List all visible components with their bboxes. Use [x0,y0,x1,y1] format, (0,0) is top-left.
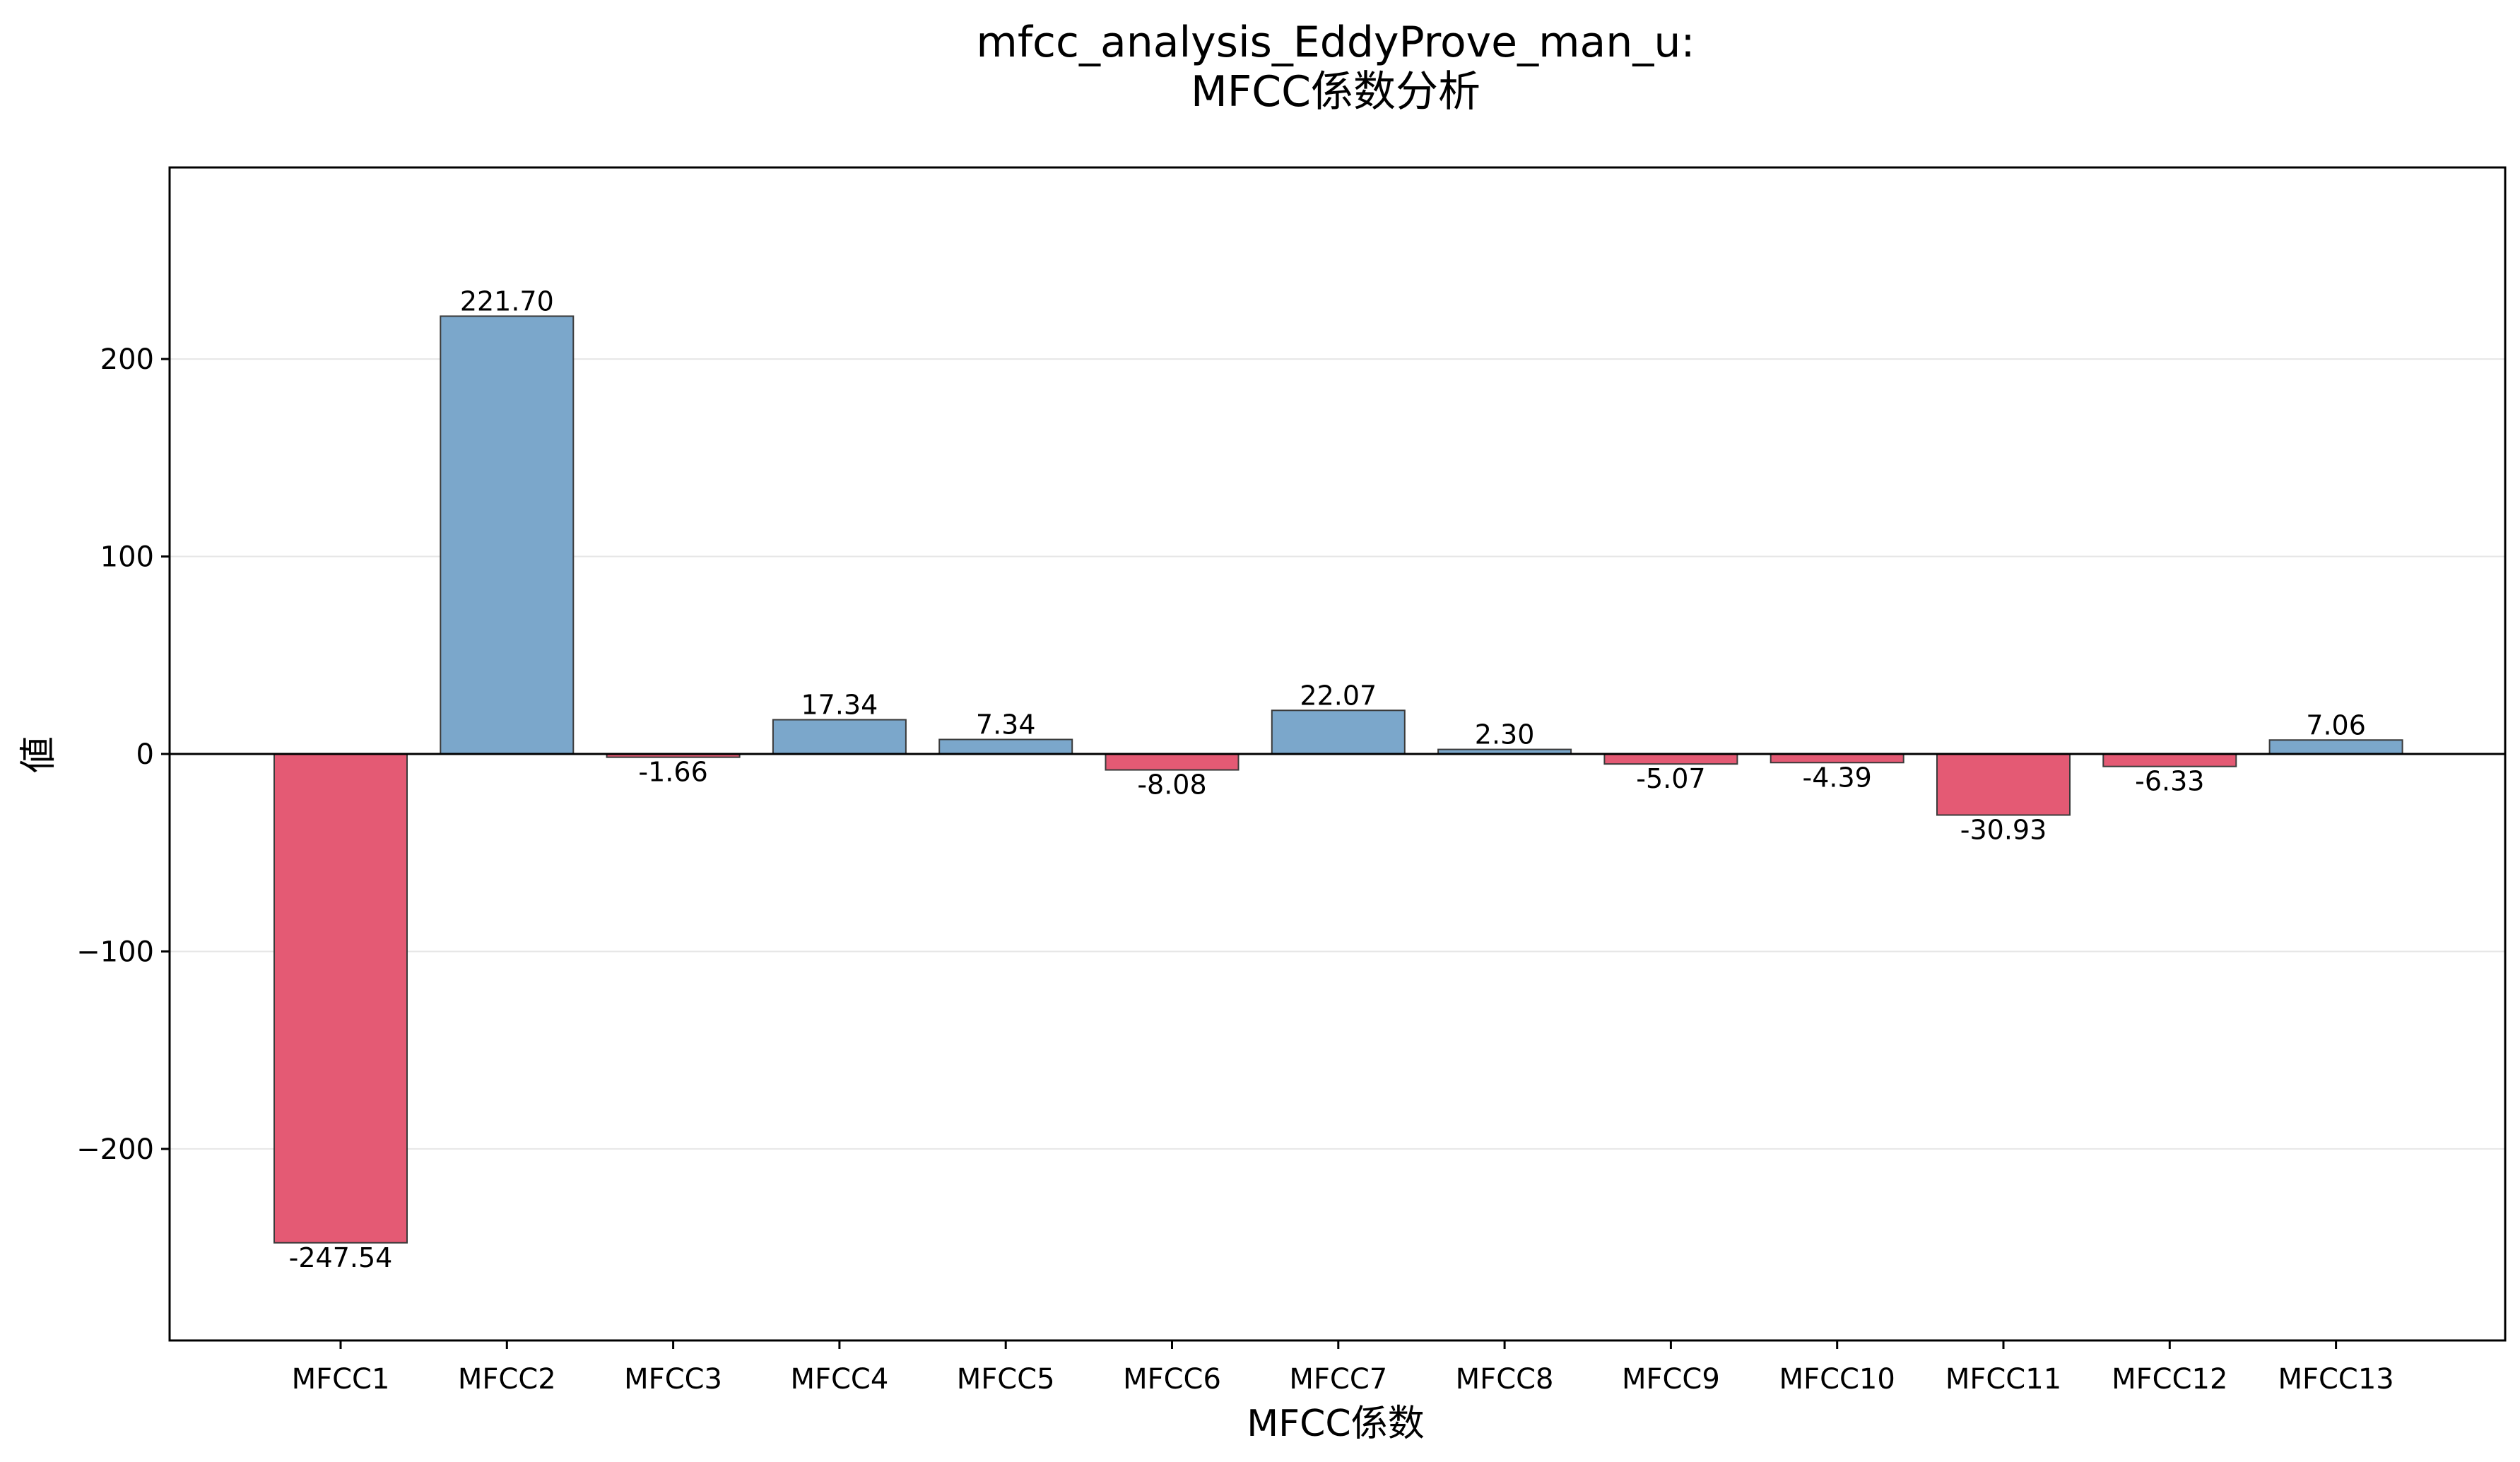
x-tick-label: MFCC12 [2112,1363,2227,1396]
data-label: 22.07 [1300,680,1377,711]
x-tick-label: MFCC11 [1945,1363,2061,1396]
data-label: -247.54 [289,1242,393,1273]
x-tick-label: MFCC4 [790,1363,888,1396]
data-label: -5.07 [1636,763,1705,794]
bar-mfcc13 [2268,739,2403,755]
y-tick-label: 0 [136,738,154,771]
chart-title-line2: MFCC係数分析 [1191,67,1480,117]
data-labels: -247.54 221.70 -1.66 17.34 7.34 -8.08 22.07 2.3… [289,285,2366,1273]
x-tick-label: MFCC5 [957,1363,1055,1396]
bar-mfcc2 [440,315,575,755]
x-axis-label: MFCC係数 [1247,1403,1424,1445]
y-tick-label: 200 [100,343,154,376]
data-label: 17.34 [801,690,878,721]
data-label: -4.39 [1803,762,1872,793]
x-tick-label: MFCC7 [1289,1363,1387,1396]
x-tick-label: MFCC8 [1456,1363,1554,1396]
data-label: 2.30 [1475,719,1535,750]
data-label: -30.93 [1960,814,2047,845]
bar-mfcc9 [1603,753,1738,765]
bar-mfcc5 [938,738,1073,755]
data-label: -6.33 [2135,766,2204,797]
bar-mfcc6 [1105,753,1240,771]
y-axis-ticks: −200 −100 0 100 200 [76,343,170,1166]
chart-title-line1: mfcc_analysis_EddyProve_man_u: [976,18,1695,67]
x-tick-label: MFCC2 [458,1363,556,1396]
x-tick-label: MFCC10 [1779,1363,1895,1396]
x-axis-ticks: MFCC1 MFCC2 MFCC3 MFCC4 MFCC5 MFCC6 MFCC7 MFCC8… [292,1340,2394,1396]
x-tick-label: MFCC3 [624,1363,722,1396]
bar-mfcc11 [1936,753,2071,816]
y-tick-label: 100 [100,541,154,574]
bar-mfcc1 [273,753,408,1244]
data-label: 221.70 [460,285,554,317]
y-tick-label: −200 [76,1133,154,1166]
data-label: -8.08 [1137,770,1206,801]
x-tick-label: MFCC9 [1622,1363,1720,1396]
y-tick-label: −100 [76,936,154,968]
x-tick-label: MFCC13 [2278,1363,2394,1396]
bar-mfcc12 [2102,753,2237,767]
bars-group [273,315,2403,1244]
data-label: 7.34 [976,709,1036,740]
bar-mfcc4 [772,719,907,755]
bar-mfcc7 [1271,709,1406,755]
x-tick-label: MFCC1 [292,1363,390,1396]
x-tick-label: MFCC6 [1123,1363,1221,1396]
data-label: 7.06 [2306,709,2366,741]
data-label: -1.66 [638,757,707,788]
y-axis-label: 値 [18,736,60,773]
